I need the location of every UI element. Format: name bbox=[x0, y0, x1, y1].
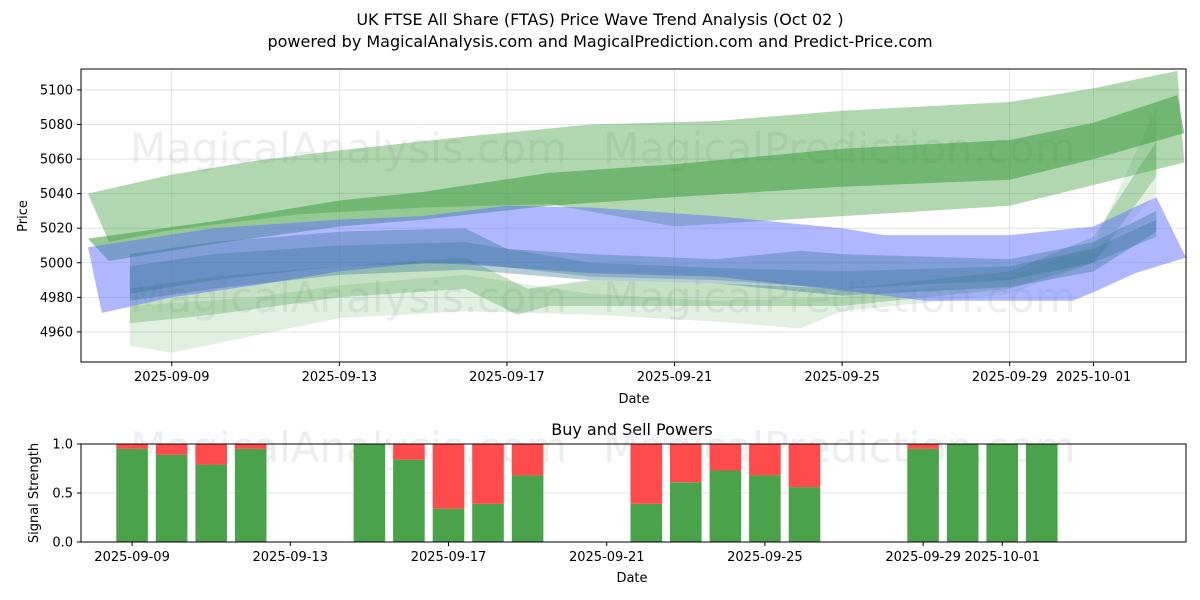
y-tick-label: 4980 bbox=[40, 291, 73, 306]
sell-bar bbox=[709, 444, 742, 471]
main-x-axis-label: Date bbox=[618, 392, 649, 407]
sell-bar bbox=[234, 444, 267, 449]
wave-band-blue-wave-outer bbox=[88, 197, 1186, 313]
x-tick-label: 2025-09-17 bbox=[411, 550, 487, 565]
x-tick-label: 2025-09-13 bbox=[302, 370, 378, 385]
watermark-top-left: MagicalAnalysis.com bbox=[130, 124, 567, 173]
sell-bar bbox=[155, 444, 188, 455]
y-tick-label: 1.0 bbox=[52, 438, 73, 453]
y-tick-label: 5060 bbox=[40, 153, 73, 168]
y-tick-label: 5000 bbox=[40, 256, 73, 271]
wave-band-lower-wave-mid bbox=[129, 141, 1157, 324]
y-tick-label: 5100 bbox=[40, 83, 73, 98]
wave-band-blue-wave-core bbox=[129, 210, 1157, 301]
signal-x-ticks: 2025-09-09 2025-09-13 2025-09-17 2025-09-21… bbox=[94, 542, 1040, 565]
buy-bar bbox=[393, 459, 425, 542]
sell-bar bbox=[749, 444, 781, 476]
x-tick-label: 2025-10-01 bbox=[1056, 370, 1132, 385]
y-tick-label: 4960 bbox=[40, 325, 73, 340]
buy-bar bbox=[986, 444, 1018, 542]
buy-bar bbox=[749, 475, 781, 542]
buy-bar bbox=[670, 482, 702, 542]
sell-bar bbox=[393, 444, 425, 460]
x-tick-label: 2025-09-25 bbox=[804, 370, 880, 385]
sell-bar bbox=[788, 444, 821, 488]
buy-bar bbox=[234, 448, 267, 542]
x-tick-label: 2025-09-29 bbox=[972, 370, 1048, 385]
signal-chart-title: Buy and Sell Powers bbox=[551, 420, 713, 439]
signal-y-axis-label: Signal Strength bbox=[27, 443, 42, 543]
y-tick-label: 5020 bbox=[40, 222, 73, 237]
buy-bar bbox=[353, 444, 386, 542]
x-tick-label: 2025-09-13 bbox=[253, 550, 329, 565]
buy-bar bbox=[432, 508, 465, 542]
x-tick-label: 2025-09-21 bbox=[637, 370, 713, 385]
sell-bar bbox=[511, 444, 544, 476]
x-tick-label: 2025-09-21 bbox=[569, 550, 645, 565]
main-plot-frame bbox=[80, 68, 1187, 363]
buy-bar bbox=[116, 448, 148, 542]
x-tick-label: 2025-09-09 bbox=[134, 370, 210, 385]
x-tick-label: 2025-09-17 bbox=[469, 370, 545, 385]
sell-bar bbox=[907, 444, 939, 449]
y-tick-label: 5080 bbox=[40, 118, 73, 133]
x-tick-label: 2025-09-09 bbox=[94, 550, 170, 565]
buy-bar bbox=[511, 475, 544, 542]
x-tick-label: 2025-10-01 bbox=[964, 550, 1040, 565]
chart-title: UK FTSE All Share (FTAS) Price Wave Tren… bbox=[356, 10, 844, 29]
main-y-axis-label: Price bbox=[16, 200, 31, 232]
wave-bands bbox=[88, 70, 1186, 353]
y-tick-label: 0.5 bbox=[52, 487, 73, 502]
sell-bar bbox=[195, 444, 227, 465]
signal-y-ticks: 0.0 0.5 1.0 bbox=[52, 438, 81, 551]
buy-bar bbox=[155, 454, 188, 542]
y-tick-label: 5040 bbox=[40, 187, 73, 202]
sell-bar bbox=[472, 444, 504, 504]
main-x-ticks: 2025-09-09 2025-09-13 2025-09-17 2025-09-21… bbox=[134, 362, 1131, 385]
buy-bar bbox=[195, 464, 227, 542]
signal-bars bbox=[116, 444, 1058, 542]
sell-bar bbox=[116, 444, 148, 449]
x-tick-label: 2025-09-25 bbox=[727, 550, 803, 565]
signal-x-axis-label: Date bbox=[616, 571, 647, 586]
buy-bar bbox=[630, 503, 663, 542]
y-tick-label: 0.0 bbox=[52, 536, 73, 551]
buy-bar bbox=[788, 487, 821, 542]
sell-bar bbox=[630, 444, 663, 504]
wave-band-blue-wave-inner bbox=[129, 219, 1157, 294]
sell-bar bbox=[670, 444, 702, 483]
buy-bar bbox=[1026, 444, 1058, 542]
buy-bar bbox=[907, 448, 939, 542]
main-y-ticks: 4960 4980 5000 5020 5040 5060 5080 5100 bbox=[40, 83, 81, 340]
chart-subtitle: powered by MagicalAnalysis.com and Magic… bbox=[267, 32, 933, 51]
x-tick-label: 2025-09-29 bbox=[885, 550, 961, 565]
buy-bar bbox=[946, 444, 979, 542]
sell-bar bbox=[432, 444, 465, 509]
buy-bar bbox=[709, 470, 742, 542]
buy-bar bbox=[472, 503, 504, 542]
